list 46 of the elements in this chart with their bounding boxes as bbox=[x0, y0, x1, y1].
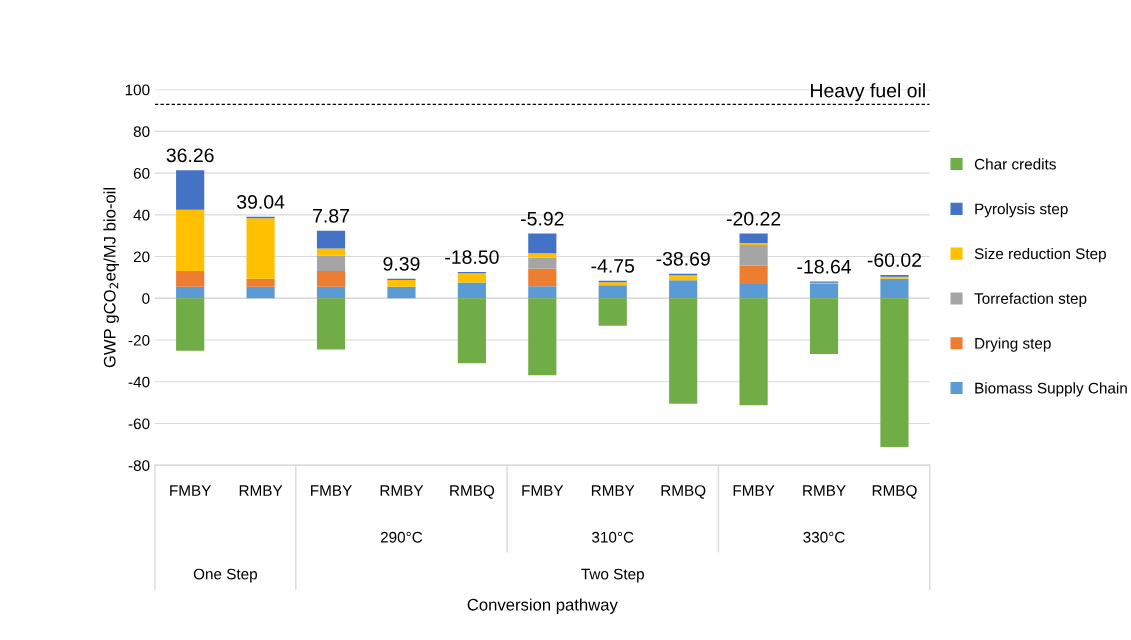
total-label: -18.64 bbox=[797, 259, 852, 274]
legend-label: Pyrolysis step bbox=[975, 203, 1068, 218]
text: One Step bbox=[193, 568, 258, 583]
total-label: -18.50 bbox=[445, 250, 499, 264]
y-tick-label: -40 bbox=[128, 376, 150, 388]
total-label: -5.92 bbox=[521, 211, 564, 226]
legend-label: Drying step bbox=[975, 337, 1051, 352]
y-tick-label: -80 bbox=[128, 460, 150, 471]
y-tick-label: 40 bbox=[133, 209, 150, 221]
x-tick-label: RMBQ bbox=[872, 485, 917, 499]
x-tick-label: FMBY bbox=[522, 485, 564, 496]
y-tick-label: 80 bbox=[133, 126, 150, 138]
x-tick-label: RMBQ bbox=[661, 485, 706, 499]
x-tick-label: FMBY bbox=[170, 485, 212, 496]
total-label: 36.26 bbox=[166, 148, 214, 163]
total-label: -60.02 bbox=[867, 253, 922, 267]
text: 290°C bbox=[380, 531, 423, 543]
y-tick-label: 20 bbox=[133, 251, 150, 263]
x-tick-label: RMBY bbox=[239, 485, 283, 496]
y-tick-label: -20 bbox=[128, 334, 150, 346]
y-tick-label: 0 bbox=[142, 293, 150, 304]
text: Two Step bbox=[581, 568, 644, 583]
text: 310°C bbox=[592, 531, 634, 543]
ref-line-label: Heavy fuel oil bbox=[811, 83, 925, 102]
legend-label: Size reduction Step bbox=[974, 247, 1106, 263]
y-tick-label: -60 bbox=[128, 418, 150, 430]
total-label: 9.39 bbox=[383, 256, 420, 271]
total-label: -38.69 bbox=[656, 251, 710, 266]
y-axis-title: GWP gCO$_{2}$eq/MJ bio-oil bbox=[103, 187, 119, 368]
text: 330°C bbox=[803, 531, 845, 543]
x-tick-label: RMBQ bbox=[450, 485, 495, 499]
legend-label: Torrefaction step bbox=[974, 292, 1087, 307]
total-label: -20.22 bbox=[726, 211, 781, 226]
legend-label: Biomass Supply Chain bbox=[975, 382, 1127, 397]
total-label: -4.75 bbox=[591, 259, 635, 273]
x-tick-label: RMBY bbox=[380, 485, 424, 496]
total-label: 7.87 bbox=[313, 208, 349, 223]
x-tick-label: RMBY bbox=[591, 485, 635, 496]
x-tick-label: FMBY bbox=[733, 485, 775, 496]
total-label: 39.04 bbox=[237, 195, 285, 209]
x-tick-label: FMBY bbox=[311, 485, 352, 496]
x-tick-label: RMBY bbox=[803, 485, 846, 496]
legend-label: Char credits bbox=[974, 158, 1056, 170]
text: Conversion pathway bbox=[467, 598, 618, 614]
y-tick-label: 100 bbox=[125, 84, 150, 96]
y-tick-label: 60 bbox=[133, 167, 150, 179]
